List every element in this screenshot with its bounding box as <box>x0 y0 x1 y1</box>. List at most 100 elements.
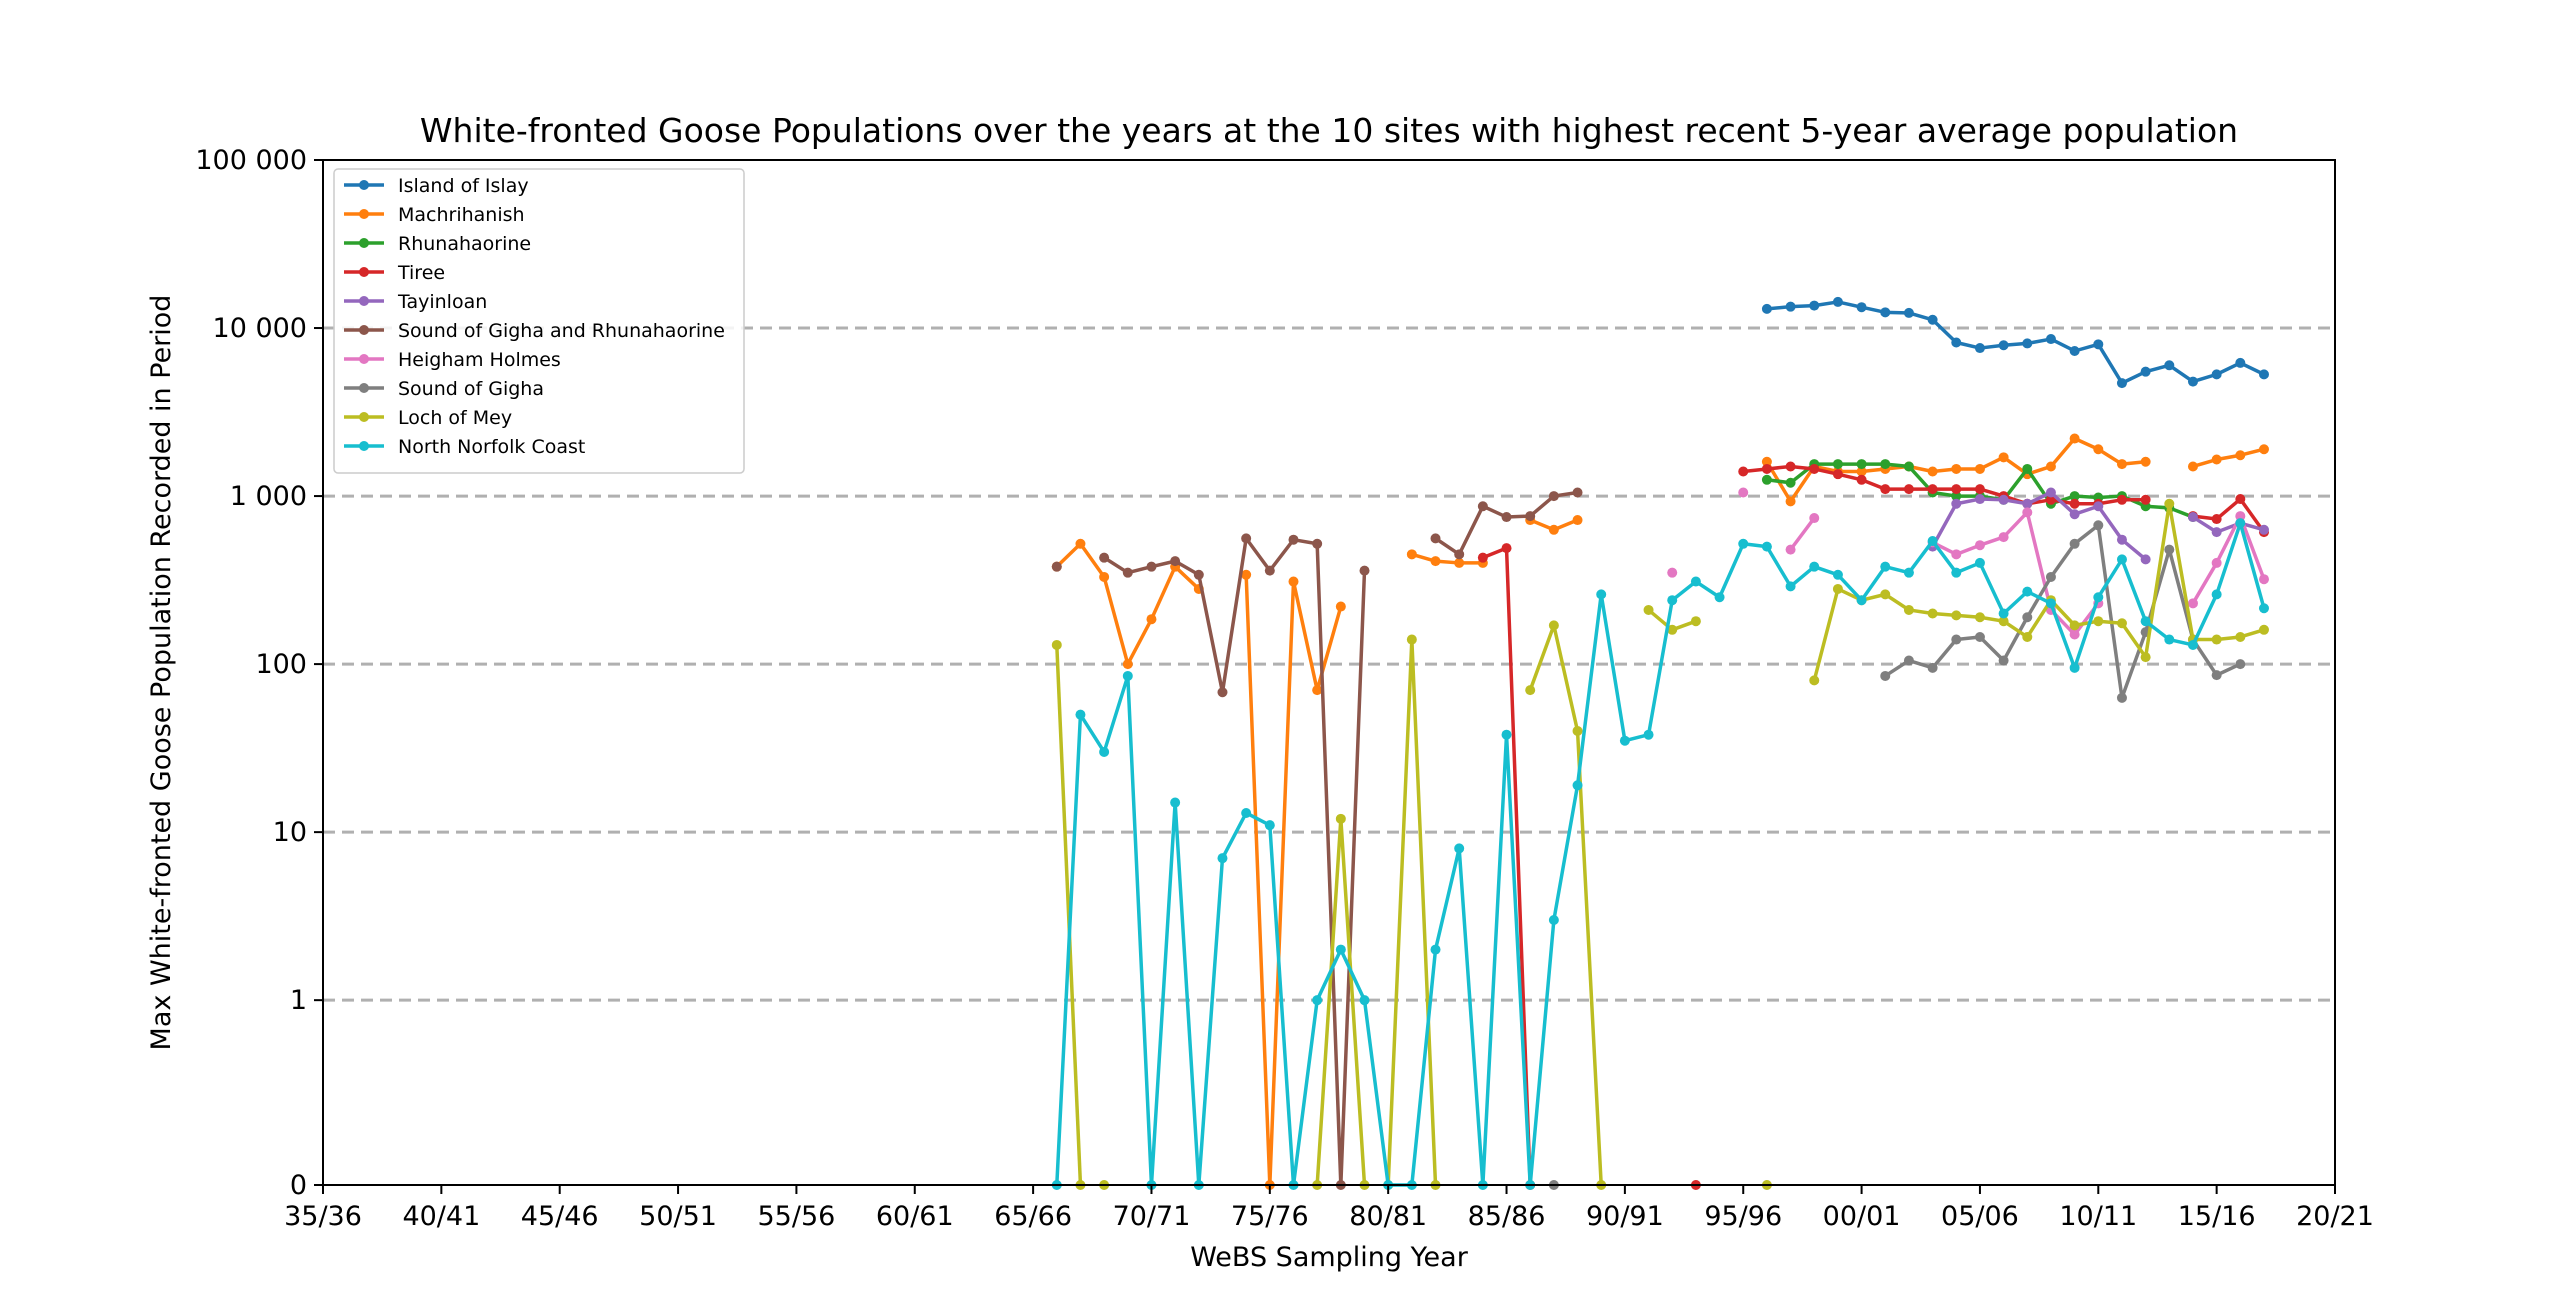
y-tick-label: 10 <box>273 817 307 848</box>
data-point <box>2211 454 2222 465</box>
data-point <box>2045 461 2056 472</box>
data-point <box>1548 914 1559 925</box>
data-point <box>2211 634 2222 645</box>
data-point <box>1359 565 1370 576</box>
data-point <box>2022 612 2033 623</box>
x-tick-label: 35/36 <box>284 1201 362 1232</box>
data-point <box>1217 687 1228 698</box>
data-point <box>2235 494 2246 505</box>
data-point <box>2164 360 2175 371</box>
x-tick-label: 95/96 <box>1704 1201 1782 1232</box>
data-point <box>2069 662 2080 673</box>
data-point <box>1974 494 1985 505</box>
data-point <box>1903 484 1914 495</box>
x-tick-label: 80/81 <box>1349 1201 1427 1232</box>
data-point <box>1951 610 1962 621</box>
legend-marker <box>359 180 369 190</box>
data-point <box>1335 813 1346 824</box>
y-tick-label: 100 <box>255 649 307 680</box>
data-point <box>1619 735 1630 746</box>
series-line <box>1244 574 1343 1187</box>
data-point <box>1099 746 1110 757</box>
data-point <box>2211 557 2222 568</box>
data-point <box>1998 655 2009 666</box>
series-line <box>1411 552 1483 565</box>
data-point <box>1880 561 1891 572</box>
data-point <box>1643 729 1654 740</box>
data-point <box>1051 639 1062 650</box>
data-point <box>1927 484 1938 495</box>
data-point <box>2164 498 2175 509</box>
x-tick-label: 15/16 <box>2178 1201 2256 1232</box>
data-point <box>1738 538 1749 549</box>
data-point <box>1454 549 1465 560</box>
data-point <box>2140 554 2151 565</box>
data-point <box>1572 487 1583 498</box>
data-point <box>1880 484 1891 495</box>
data-point <box>1951 484 1962 495</box>
data-point <box>2022 631 2033 642</box>
x-tick-label: 90/91 <box>1586 1201 1664 1232</box>
series-loch-of-mey <box>1051 498 2269 1190</box>
data-point <box>2211 527 2222 538</box>
y-axis: 0 1 10 100 1 000 10 000 100 000 <box>195 145 323 1201</box>
data-point <box>1146 614 1157 625</box>
series-island-of-islay <box>1761 296 2269 389</box>
series-line <box>1931 490 2147 561</box>
legend-marker <box>359 441 369 451</box>
data-point <box>2093 501 2104 512</box>
data-point <box>1998 608 2009 619</box>
data-point <box>1951 634 1962 645</box>
x-axis: 35/36 40/41 45/46 50/51 55/56 60/61 65/66 70/71… <box>284 1185 2374 1232</box>
data-point <box>2022 586 2033 597</box>
data-point <box>2022 338 2033 349</box>
data-point <box>1501 729 1512 740</box>
series-line <box>1766 300 2265 385</box>
data-point <box>2211 670 2222 681</box>
data-point <box>2258 624 2269 635</box>
data-point <box>1406 549 1417 560</box>
legend-item: Tiree <box>344 262 445 284</box>
data-point <box>1951 549 1962 560</box>
data-point <box>2045 598 2056 609</box>
data-point <box>1738 466 1749 477</box>
data-point <box>2140 456 2151 467</box>
data-point <box>2069 345 2080 356</box>
data-point <box>1193 569 1204 580</box>
data-point <box>1406 634 1417 645</box>
data-point <box>2069 620 2080 631</box>
data-point <box>1264 565 1275 576</box>
data-point <box>1951 491 1962 502</box>
data-point <box>1525 685 1536 696</box>
data-point <box>1998 616 2009 627</box>
data-point <box>1501 543 1512 554</box>
data-point <box>2069 491 2080 502</box>
data-point <box>2140 652 2151 663</box>
data-point <box>1785 461 1796 472</box>
data-point <box>1880 307 1891 318</box>
data-point <box>1974 343 1985 354</box>
data-point <box>1856 459 1867 470</box>
data-point <box>1312 995 1323 1006</box>
data-point <box>1122 567 1133 578</box>
data-point <box>1998 494 2009 505</box>
data-point <box>1856 302 1867 313</box>
data-point <box>1335 601 1346 612</box>
x-tick-label: 75/76 <box>1231 1201 1309 1232</box>
data-point <box>2187 639 2198 650</box>
legend-item: North Norfolk Coast <box>344 436 585 458</box>
data-point <box>2116 554 2127 565</box>
x-tick-label: 40/41 <box>402 1201 480 1232</box>
series-line <box>1315 817 1367 1186</box>
data-point <box>2093 592 2104 603</box>
data-point <box>1761 463 1772 474</box>
data-point <box>1927 536 1938 547</box>
data-point <box>1430 556 1441 567</box>
data-point <box>1430 533 1441 544</box>
data-point <box>1099 552 1110 563</box>
data-point <box>1832 296 1843 307</box>
series-sound-of-gigha-and-rhunahaorine <box>1051 487 1583 1190</box>
x-axis-label: WeBS Sampling Year <box>1190 1242 1469 1273</box>
data-point <box>1548 491 1559 502</box>
series-line <box>1055 644 1083 1186</box>
